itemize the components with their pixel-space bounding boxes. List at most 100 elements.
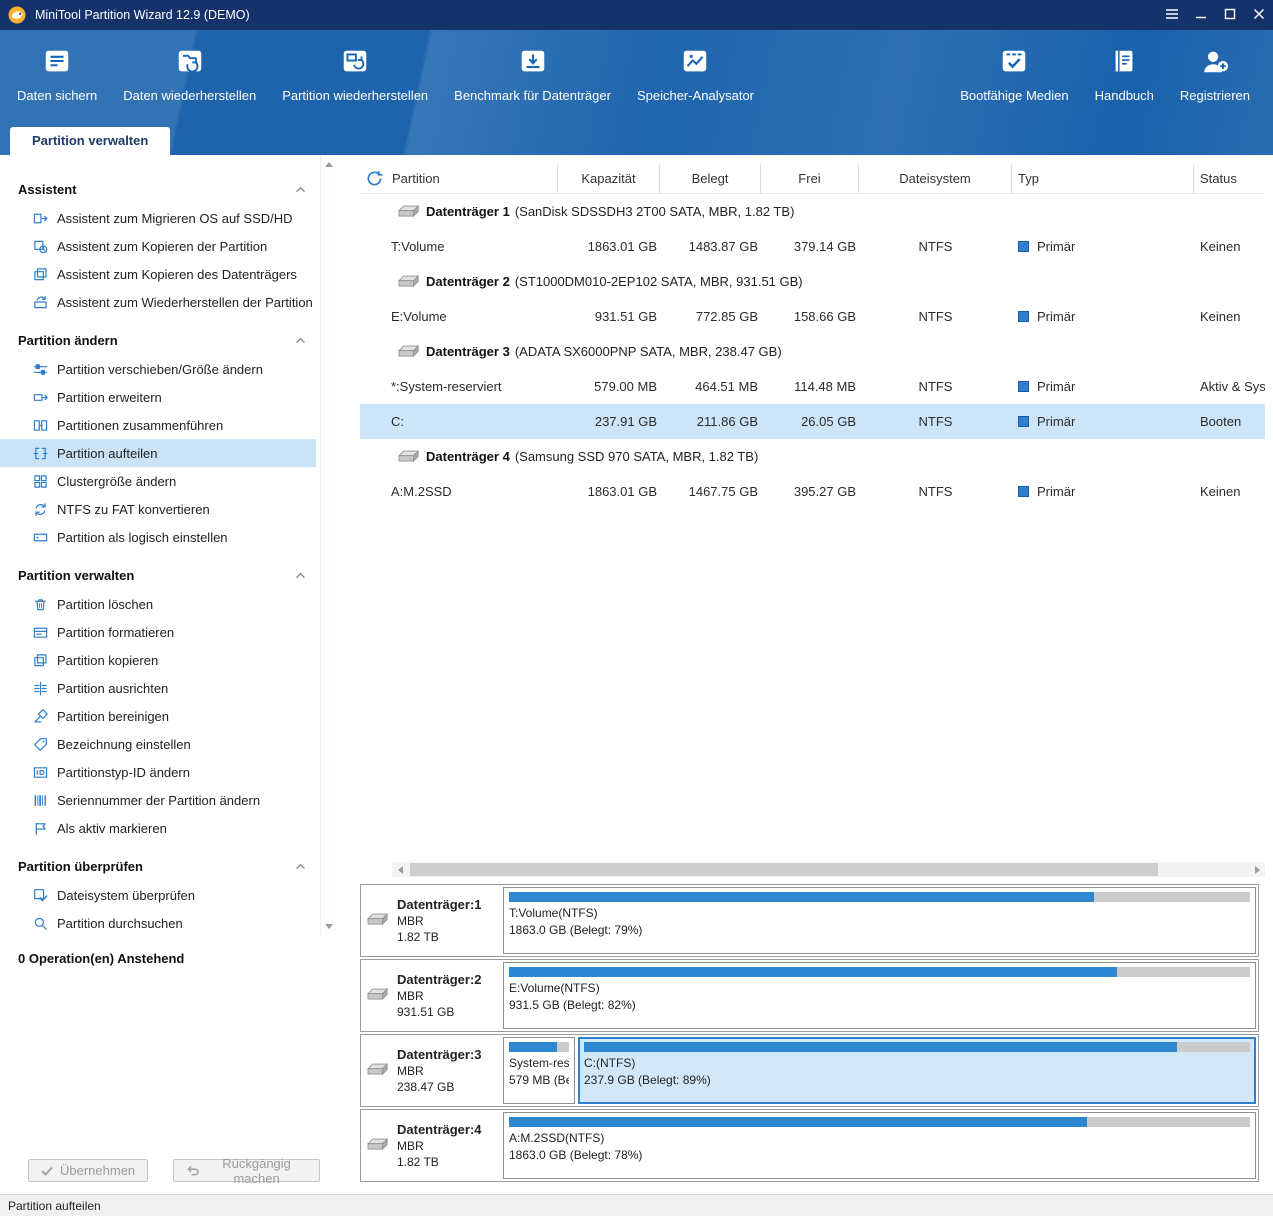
sidebar-item-set-label[interactable]: Bezeichnung einstellen [0, 730, 316, 758]
sidebar-item-copy-disk-wizard[interactable]: Assistent zum Kopieren des Datenträgers [0, 260, 316, 288]
cell-type: Primär [1037, 239, 1076, 254]
partition-block-a-m2ssd[interactable]: A:M.2SSD(NTFS) 1863.0 GB (Belegt: 78%) [503, 1112, 1256, 1179]
partition-table: Partition Kapazität Belegt Frei Dateisys… [360, 164, 1265, 509]
scrollbar-track[interactable] [408, 862, 1249, 877]
primary-type-icon [1018, 381, 1029, 392]
manual-icon [1109, 44, 1139, 78]
sidebar-section-partition-ueberpruefen[interactable]: Partition überprüfen [0, 851, 320, 881]
sidebar-item-explore-partition[interactable]: Partition durchsuchen [0, 909, 316, 937]
sidebar-scrollbar[interactable] [320, 155, 336, 935]
toolbar-label: Daten wiederherstellen [123, 88, 257, 103]
disk-info: (SanDisk SDSSDH3 2T00 SATA, MBR, 1.82 TB… [514, 204, 795, 219]
toolbar-item-bootfaehige-medien[interactable]: Bootfähige Medien [947, 44, 1081, 103]
partition-block-label: C:(NTFS) [584, 1056, 636, 1070]
sidebar-section-partition-aendern[interactable]: Partition ändern [0, 325, 320, 355]
scroll-left-icon[interactable] [392, 862, 408, 877]
sidebar-item-label: NTFS zu FAT konvertieren [57, 501, 210, 517]
toolbar-item-speicher-analysator[interactable]: Speicher-Analysator [624, 44, 767, 103]
sidebar-section-assistent[interactable]: Assistent [0, 174, 320, 204]
maximize-button[interactable] [1215, 0, 1244, 30]
sidebar-item-set-logical[interactable]: Partition als logisch einstellen [0, 523, 316, 551]
disk-group-row-3[interactable]: Datenträger 3 (ADATA SX6000PNP SATA, MBR… [360, 334, 1265, 369]
sidebar-item-label: Partition ausrichten [57, 680, 169, 696]
disk-map-blocks: E:Volume(NTFS) 931.5 GB (Belegt: 82%) [501, 960, 1258, 1031]
sidebar-item-label: Partition bereinigen [57, 708, 170, 724]
toolbar-item-handbuch[interactable]: Handbuch [1082, 44, 1167, 103]
horizontal-scrollbar[interactable] [392, 862, 1265, 877]
sidebar-item-copy-partition-wizard[interactable]: Assistent zum Kopieren der Partition [0, 232, 316, 260]
disk-map-label: Datenträger:2 MBR 931.51 GB [361, 960, 501, 1031]
sidebar-item-label: Partition löschen [57, 596, 154, 612]
space-analyzer-icon [680, 44, 710, 78]
sidebar-section-partition-verwalten[interactable]: Partition verwalten [0, 560, 320, 590]
sidebar-item-label: Assistent zum Migrieren OS auf SSD/HD [57, 210, 293, 226]
toolbar-item-registrieren[interactable]: Registrieren [1167, 44, 1263, 103]
main-spacer [360, 509, 1265, 862]
main-panel: Partition Kapazität Belegt Frei Dateisys… [336, 155, 1273, 1194]
partition-row-system-reserviert[interactable]: *:System-reserviert 579.00 MB 464.51 MB … [360, 369, 1265, 404]
cell-partition: E:Volume [391, 309, 447, 324]
partition-row-a-m2ssd[interactable]: A:M.2SSD 1863.01 GB 1467.75 GB 395.27 GB… [360, 474, 1265, 509]
sidebar-item-change-serial[interactable]: Seriennummer der Partition ändern [0, 786, 316, 814]
sidebar-item-partition-recovery-wizard[interactable]: Assistent zum Wiederherstellen der Parti… [0, 288, 316, 316]
toolbar-item-daten-wiederherstellen[interactable]: Daten wiederherstellen [110, 44, 269, 103]
partition-row-t-volume[interactable]: T:Volume 1863.01 GB 1483.87 GB 379.14 GB… [360, 229, 1265, 264]
disk-map-scheme: MBR [397, 989, 424, 1003]
toolbar-label: Registrieren [1179, 88, 1250, 103]
cell-free: 114.48 MB [794, 379, 856, 394]
delete-partition-icon [33, 597, 48, 612]
sidebar-item-align-partition[interactable]: Partition ausrichten [0, 674, 316, 702]
sidebar-item-split-partition[interactable]: Partition aufteilen [0, 439, 316, 467]
disk-group-row-1[interactable]: Datenträger 1 (SanDisk SDSSDH3 2T00 SATA… [360, 194, 1265, 229]
scrollbar-thumb[interactable] [410, 863, 1159, 876]
cell-free: 379.14 GB [793, 239, 856, 254]
disk-group-row-4[interactable]: Datenträger 4 (Samsung SSD 970 SATA, MBR… [360, 439, 1265, 474]
sidebar-item-label: Partition aufteilen [57, 445, 158, 461]
partition-block-system-reserviert[interactable]: System-rese 579 MB (Bel [503, 1037, 575, 1104]
menu-button[interactable] [1157, 0, 1186, 30]
refresh-icon[interactable] [366, 170, 383, 187]
disk-map-scheme: MBR [397, 1139, 424, 1153]
maximize-icon [1224, 8, 1236, 23]
partition-block-c[interactable]: C:(NTFS) 237.9 GB (Belegt: 89%) [578, 1037, 1256, 1104]
primary-type-icon [1018, 486, 1029, 497]
partition-row-c[interactable]: C: 237.91 GB 211.86 GB 26.05 GB NTFS Pri… [360, 404, 1265, 439]
close-button[interactable] [1244, 0, 1273, 30]
partition-block-e-volume[interactable]: E:Volume(NTFS) 931.5 GB (Belegt: 82%) [503, 962, 1256, 1029]
scroll-up-icon[interactable] [324, 158, 333, 170]
scrollbar-track[interactable] [321, 170, 336, 920]
apply-button[interactable]: Übernehmen [28, 1159, 149, 1182]
toolbar-item-daten-sichern[interactable]: Daten sichern [4, 44, 110, 103]
sidebar-item-label: Partition als logisch einstellen [57, 529, 228, 545]
sidebar-item-wipe-partition[interactable]: Partition bereinigen [0, 702, 316, 730]
sidebar-item-copy-partition[interactable]: Partition kopieren [0, 646, 316, 674]
sidebar-item-format-partition[interactable]: Partition formatieren [0, 618, 316, 646]
column-header-partition: Partition [392, 171, 440, 186]
register-icon [1200, 44, 1230, 78]
scroll-right-icon[interactable] [1249, 862, 1265, 877]
toolbar-item-benchmark[interactable]: Benchmark für Datenträger [441, 44, 624, 103]
sidebar-item-delete-partition[interactable]: Partition löschen [0, 590, 316, 618]
minimize-button[interactable] [1186, 0, 1215, 30]
sidebar-item-merge-partitions[interactable]: Partitionen zusammenführen [0, 411, 316, 439]
undo-button[interactable]: Rückgängig machen [173, 1156, 320, 1186]
cell-type: Primär [1037, 309, 1076, 324]
cell-partition: A:M.2SSD [391, 484, 452, 499]
partition-row-e-volume[interactable]: E:Volume 931.51 GB 772.85 GB 158.66 GB N… [360, 299, 1265, 334]
sidebar-item-migrate-os[interactable]: Assistent zum Migrieren OS auf SSD/HD [0, 204, 316, 232]
sidebar-item-convert-ntfs-fat[interactable]: NTFS zu FAT konvertieren [0, 495, 316, 523]
sidebar-item-check-filesystem[interactable]: Dateisystem überprüfen [0, 881, 316, 909]
sidebar-item-move-resize[interactable]: Partition verschieben/Größe ändern [0, 355, 316, 383]
sidebar-item-change-type-id[interactable]: Partitionstyp-ID ändern [0, 758, 316, 786]
toolbar-item-partition-wiederherstellen[interactable]: Partition wiederherstellen [269, 44, 441, 103]
sidebar-item-set-active[interactable]: Als aktiv markieren [0, 814, 316, 842]
cell-used: 1467.75 GB [688, 484, 758, 499]
sidebar-item-extend-partition[interactable]: Partition erweitern [0, 383, 316, 411]
scroll-down-icon[interactable] [324, 920, 333, 932]
partition-block-label: System-rese [509, 1056, 569, 1070]
tab-partition-verwalten[interactable]: Partition verwalten [10, 127, 171, 155]
cell-status: Keinen [1200, 484, 1241, 499]
disk-group-row-2[interactable]: Datenträger 2 (ST1000DM010-2EP102 SATA, … [360, 264, 1265, 299]
sidebar-item-cluster-size[interactable]: Clustergröße ändern [0, 467, 316, 495]
partition-block-t-volume[interactable]: T:Volume(NTFS) 1863.0 GB (Belegt: 79%) [503, 887, 1256, 954]
